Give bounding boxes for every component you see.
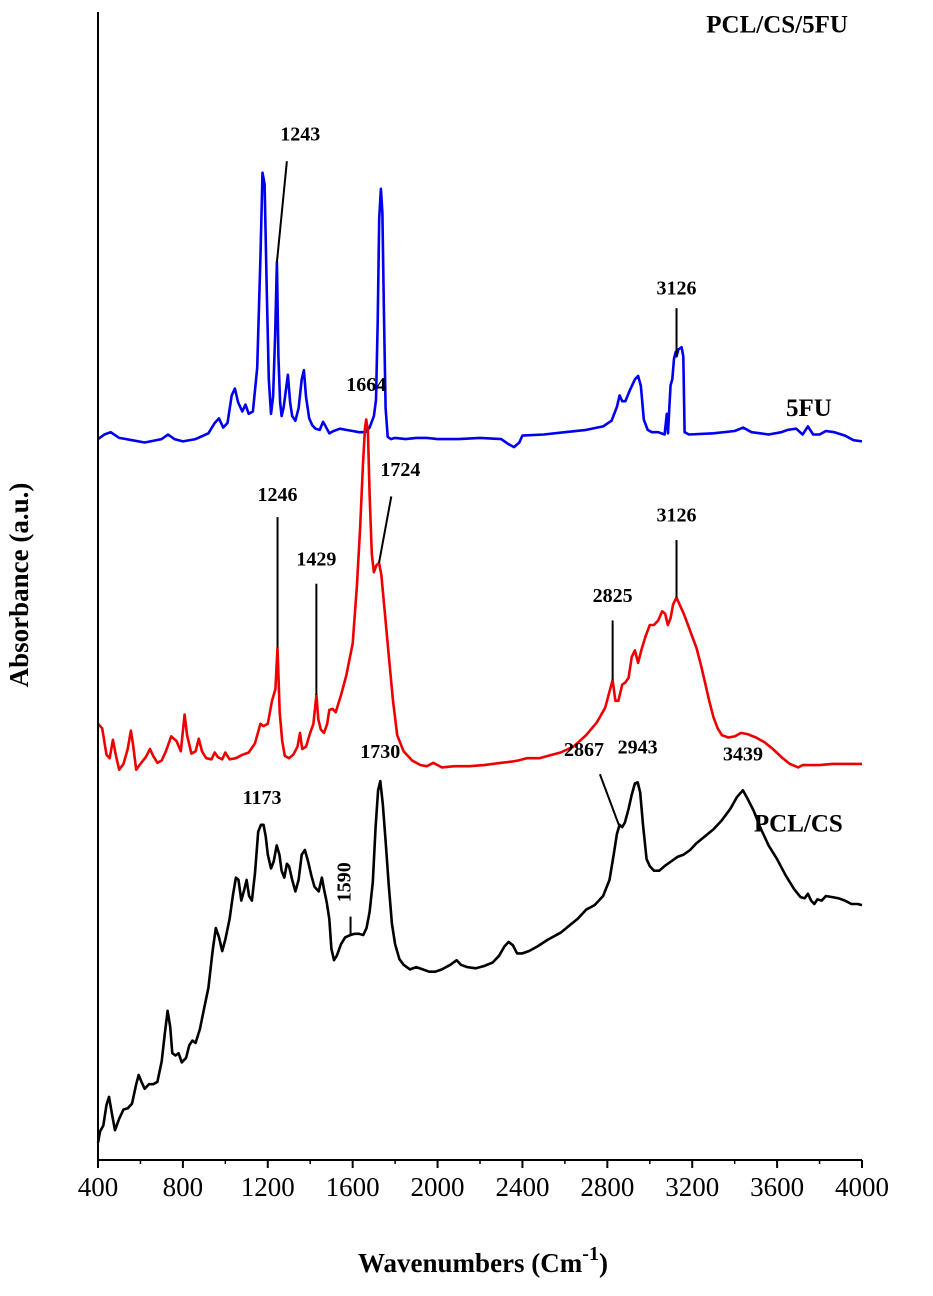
peak-label-1243: 1243 <box>280 124 320 146</box>
peak-label-1173: 1173 <box>243 787 282 809</box>
annotation-leader-line <box>275 161 288 263</box>
series-line-pcl-cs <box>96 779 863 1144</box>
series-line-5fu <box>97 418 862 771</box>
peak-label-3126: 3126 <box>657 505 697 527</box>
peak-label-2825: 2825 <box>593 585 633 607</box>
peak-label-1724: 1724 <box>380 459 420 481</box>
peak-label-1246: 1246 <box>258 484 298 506</box>
peak-label-1664: 1664 <box>346 374 386 396</box>
series-label-pcl-cs: PCL/CS <box>754 811 843 838</box>
x-tick-label: 800 <box>163 1172 204 1202</box>
peak-label-1429: 1429 <box>296 548 336 570</box>
peak-label-1590: 1590 <box>334 862 356 902</box>
x-tick-label: 3600 <box>750 1172 804 1202</box>
peak-label-3126: 3126 <box>657 277 697 299</box>
x-tick-label: 400 <box>78 1172 119 1202</box>
annotation-leader-line <box>598 773 621 828</box>
x-tick-label: 4000 <box>835 1172 889 1202</box>
series-line-pcl-cs-5fu <box>97 171 863 449</box>
peak-label-2943: 2943 <box>618 737 658 759</box>
y-axis-label: Absorbance (a.u.) <box>4 483 34 688</box>
annotation-leader-line <box>377 496 393 564</box>
x-axis-label: Wavenumbers (Cm-1) <box>358 1243 608 1278</box>
plot-area: PCL/CS/5FU 5FU PCL/CS 1243 3126 1664 1724 1246 1… <box>96 12 863 1144</box>
peak-label-2867: 2867 <box>564 739 604 761</box>
x-tick-label: 2800 <box>580 1172 634 1202</box>
x-axis: 400 800 1200 1600 2000 2400 2800 3200 3600 4000 <box>78 1159 889 1202</box>
peak-label-1730: 1730 <box>360 741 400 763</box>
peak-label-3439: 3439 <box>723 743 763 765</box>
series-label-5fu: 5FU <box>786 395 832 422</box>
x-tick-label: 3200 <box>665 1172 719 1202</box>
x-tick-label: 1200 <box>241 1172 295 1202</box>
x-tick-label: 2000 <box>411 1172 465 1202</box>
series-label-pcl-cs-5fu: PCL/CS/5FU <box>706 12 848 39</box>
x-tick-label: 2400 <box>495 1172 549 1202</box>
x-tick-label: 1600 <box>326 1172 380 1202</box>
